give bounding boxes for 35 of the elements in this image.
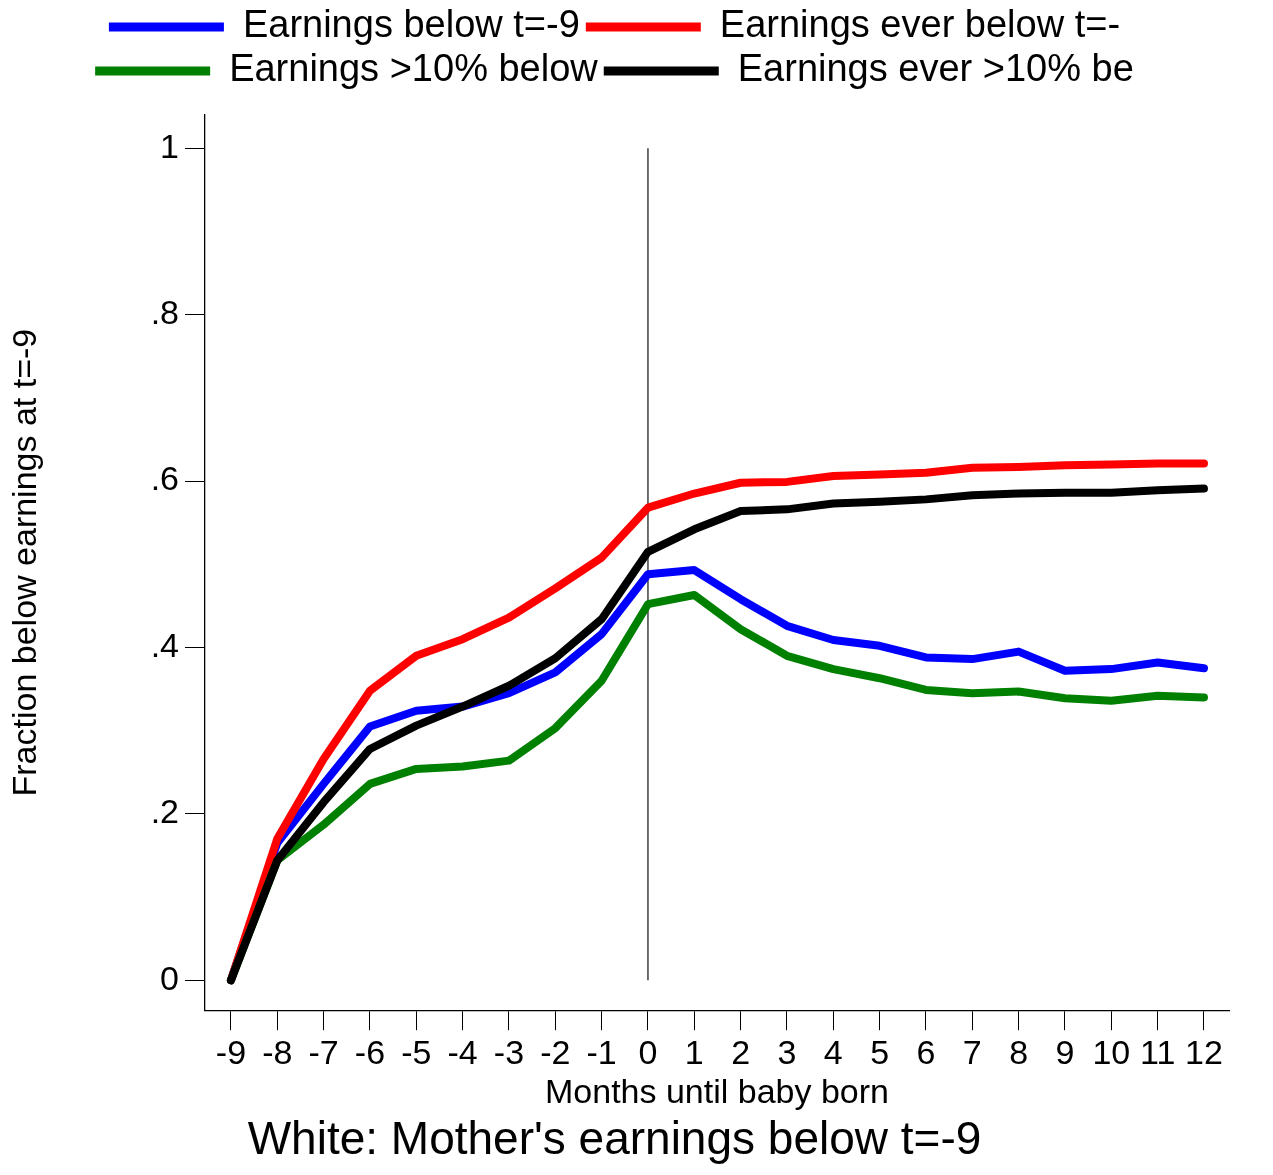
x-tick-label: -5 [401,1032,432,1071]
x-tick-label: 10 [1092,1032,1131,1071]
x-tick-label: 11 [1140,1032,1176,1071]
y-tick-label: 1 [160,126,179,165]
x-tick-label: 8 [1009,1032,1029,1071]
y-tick-label: .4 [150,625,179,664]
text: White: Mother's earnings below t=-9 [247,1112,982,1165]
x-tick-label: -7 [308,1032,339,1071]
legend-label: Earnings below t=-9 [242,3,580,46]
x-tick-label: 12 [1185,1032,1223,1071]
x-tick-label: -3 [493,1032,525,1071]
y-tick-label: .2 [150,792,179,831]
x-tick-label: -4 [447,1032,478,1071]
legend-label: Earnings >10% below [229,47,599,90]
x-tick-label: 2 [731,1032,751,1071]
x-tick-label: 9 [1055,1032,1075,1071]
y-axis-title: Fraction below earnings at t=-9 [4,328,43,797]
x-tick-label: 1 [684,1032,704,1071]
x-tick-label: 4 [823,1032,843,1071]
x-tick-label: 3 [777,1032,797,1071]
x-tick-label: -2 [540,1032,571,1071]
x-tick-label: -9 [215,1032,247,1071]
x-tick-label: 6 [916,1032,936,1071]
legend-label: Earnings ever below t=- [719,3,1121,46]
y-tick-label: .8 [150,293,179,332]
x-tick-label: -6 [354,1032,386,1071]
x-tick-label: 0 [638,1032,658,1071]
x-tick-label: 7 [962,1032,982,1071]
x-tick-label: 5 [870,1032,890,1071]
y-tick-label: .6 [150,459,179,498]
x-tick-label: -8 [262,1032,293,1071]
y-tick-label: 0 [160,958,179,997]
x-axis-title: Months until baby born [545,1071,889,1110]
legend-label: Earnings ever >10% be [737,47,1134,90]
x-tick-label: -1 [586,1032,617,1071]
